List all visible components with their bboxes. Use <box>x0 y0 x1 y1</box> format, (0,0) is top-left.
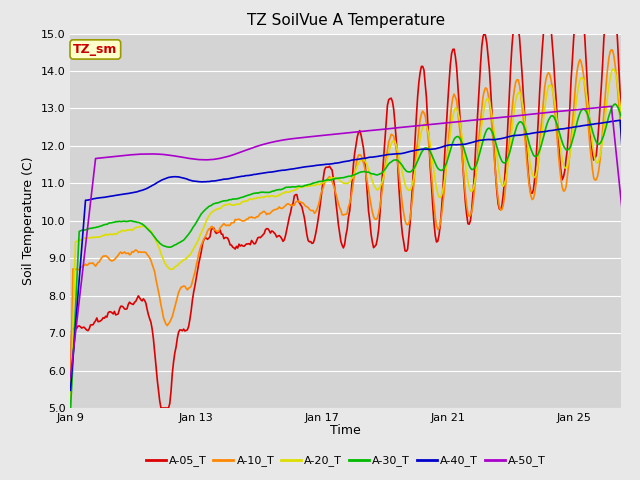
A-20_T <box>129 227 137 232</box>
A-05_T <box>161 405 168 411</box>
A-30_T <box>632 336 639 341</box>
A-10_T <box>632 308 639 313</box>
A-50_T <box>624 262 632 267</box>
A-30_T <box>385 161 392 167</box>
A-50_T <box>607 103 615 109</box>
A-05_T <box>632 224 639 230</box>
A-10_T <box>129 249 137 255</box>
A-10_T <box>624 167 632 172</box>
A-05_T <box>385 97 392 103</box>
Y-axis label: Soil Temperature (C): Soil Temperature (C) <box>22 156 35 285</box>
A-20_T <box>624 151 632 157</box>
A-05_T <box>624 144 632 150</box>
A-30_T <box>161 243 168 249</box>
A-40_T <box>607 119 615 124</box>
A-20_T <box>632 309 639 315</box>
A-30_T <box>67 405 74 411</box>
A-50_T <box>161 152 168 157</box>
A-50_T <box>609 116 616 121</box>
A-40_T <box>632 350 639 356</box>
Text: TZ_sm: TZ_sm <box>73 43 118 56</box>
Line: A-20_T: A-20_T <box>70 69 636 408</box>
A-05_T <box>476 84 483 89</box>
A-40_T <box>616 118 624 123</box>
A-05_T <box>541 12 548 18</box>
Line: A-40_T: A-40_T <box>70 120 636 390</box>
A-50_T <box>476 117 483 122</box>
A-40_T <box>129 190 137 195</box>
A-05_T <box>67 405 74 411</box>
A-10_T <box>161 318 168 324</box>
A-50_T <box>129 152 137 157</box>
A-30_T <box>611 101 619 107</box>
A-30_T <box>129 219 137 225</box>
A-05_T <box>609 12 616 18</box>
A-05_T <box>129 301 137 307</box>
A-20_T <box>161 260 168 266</box>
A-10_T <box>476 132 483 138</box>
A-40_T <box>67 387 74 393</box>
A-50_T <box>632 335 639 341</box>
Line: A-05_T: A-05_T <box>70 15 636 408</box>
A-20_T <box>67 405 74 411</box>
A-10_T <box>607 47 615 53</box>
A-20_T <box>607 69 615 75</box>
Line: A-30_T: A-30_T <box>70 104 636 408</box>
A-10_T <box>385 139 392 144</box>
A-20_T <box>385 150 392 156</box>
Line: A-50_T: A-50_T <box>70 106 636 377</box>
A-40_T <box>161 176 168 182</box>
A-10_T <box>67 397 74 403</box>
A-30_T <box>624 133 632 139</box>
A-20_T <box>609 66 616 72</box>
Legend: A-05_T, A-10_T, A-20_T, A-30_T, A-40_T, A-50_T: A-05_T, A-10_T, A-20_T, A-30_T, A-40_T, … <box>141 451 550 471</box>
A-10_T <box>609 48 616 53</box>
A-50_T <box>67 374 74 380</box>
A-20_T <box>476 144 483 149</box>
A-40_T <box>624 232 632 238</box>
A-40_T <box>385 152 392 157</box>
A-40_T <box>476 138 483 144</box>
A-30_T <box>476 152 483 157</box>
A-50_T <box>385 126 392 132</box>
X-axis label: Time: Time <box>330 424 361 437</box>
Title: TZ SoilVue A Temperature: TZ SoilVue A Temperature <box>246 13 445 28</box>
A-30_T <box>607 106 615 112</box>
Line: A-10_T: A-10_T <box>70 50 636 400</box>
